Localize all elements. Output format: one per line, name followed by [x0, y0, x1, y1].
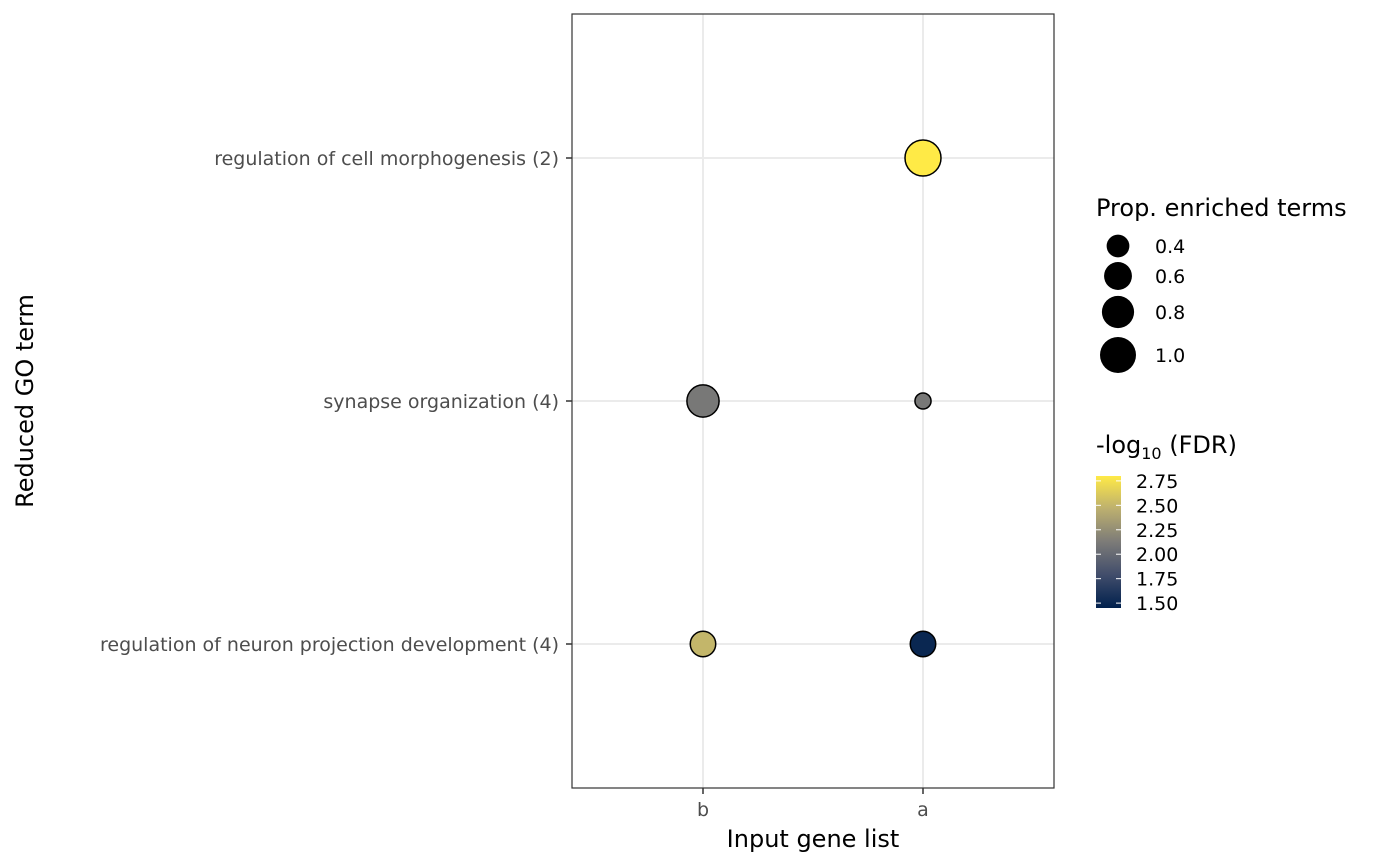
colorbar-label: 2.25 [1136, 520, 1178, 542]
size-legend-key [1100, 337, 1136, 373]
size-legend-label: 0.6 [1155, 266, 1185, 288]
colorbar-label: 2.00 [1136, 544, 1178, 566]
data-point [904, 139, 942, 177]
color-legend: -log10 (FDR) 2.752.50 2.252.00 1.751.50 [1096, 431, 1237, 615]
data-point [686, 384, 720, 418]
size-legend-key [1106, 234, 1130, 258]
size-legend-key [1101, 295, 1135, 329]
color-legend-title: -log10 (FDR) [1096, 431, 1237, 463]
size-legend: Prop. enriched terms 0.4 0.6 0.8 1.0 [1096, 194, 1347, 373]
size-legend-label: 1.0 [1155, 345, 1185, 367]
colorbar-label: 1.50 [1136, 593, 1178, 615]
colorbar-label: 2.75 [1136, 471, 1178, 493]
color-legend-title-suffix: (FDR) [1162, 431, 1237, 459]
x-tick-label: a [917, 799, 929, 821]
y-tick-label: regulation of neuron projection developm… [100, 634, 559, 656]
colorbar [1096, 476, 1121, 608]
size-legend-title: Prop. enriched terms [1096, 194, 1347, 222]
y-axis: regulation of neuron projection developm… [100, 148, 572, 656]
size-legend-key [1104, 262, 1132, 290]
x-axis-title: Input gene list [727, 825, 900, 853]
data-point [689, 630, 717, 658]
color-legend-title-prefix: -log [1096, 431, 1141, 459]
size-legend-label: 0.8 [1155, 302, 1185, 324]
x-tick-label: b [697, 799, 709, 821]
size-legend-label: 0.4 [1155, 236, 1185, 258]
colorbar-label: 1.75 [1136, 569, 1178, 591]
data-point [909, 630, 937, 658]
y-tick-label: regulation of cell morphogenesis (2) [214, 148, 559, 170]
data-point [914, 392, 932, 410]
colorbar-label: 2.50 [1136, 495, 1178, 517]
data-points [686, 139, 942, 658]
y-axis-title: Reduced GO term [11, 294, 39, 508]
color-legend-title-subscript: 10 [1141, 444, 1161, 463]
y-tick-label: synapse organization (4) [323, 391, 559, 413]
